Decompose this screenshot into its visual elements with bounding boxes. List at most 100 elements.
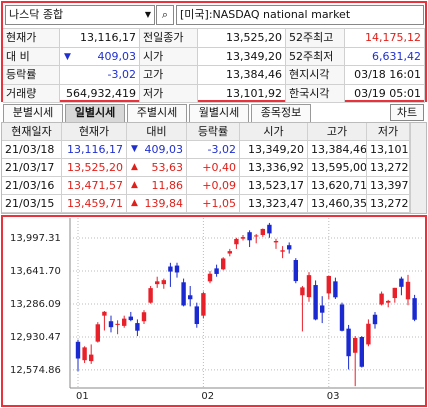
info-label-text: 현지시각 xyxy=(289,68,330,81)
info-label-text: 시가 xyxy=(143,49,164,63)
info-value: 03/19 05:01 xyxy=(345,84,425,103)
table-cell: ▲ 139,84 xyxy=(127,195,187,213)
info-value-text: 03/19 05:01 xyxy=(354,86,421,100)
table-cell: +1,05 xyxy=(187,195,240,213)
info-label: 거래량 xyxy=(3,84,60,103)
candle-body xyxy=(75,341,81,359)
table-cell-text: +0,09 xyxy=(202,179,236,192)
table-cell: 13,272,69 xyxy=(367,159,410,177)
info-value-text: 409,03 xyxy=(97,49,137,63)
market-name: 나스닥 종합 xyxy=(9,8,64,21)
daily-table: 현재일자 현재가 대비 등락률 시가 고가 저가 21/03/18 13,116,17 ▼ 409,… xyxy=(1,122,427,214)
candle-body xyxy=(201,293,206,316)
table-cell-text: 13,620,71 xyxy=(311,179,367,192)
info-label: 고가 xyxy=(140,66,198,85)
candle-body xyxy=(188,295,193,300)
tab[interactable]: 분별시세 xyxy=(3,104,63,122)
table-cell: 13,116,17 xyxy=(62,141,127,159)
tab[interactable]: 일별시세 xyxy=(65,104,125,122)
y-tick-label: 12,930.47 xyxy=(10,332,61,343)
market-description: [미국]:NASDAQ national market xyxy=(176,5,424,25)
candle-body xyxy=(234,238,239,245)
info-label-text: 대 비 xyxy=(6,49,30,63)
table-cell-text: 13,523,17 xyxy=(248,179,304,192)
tab[interactable]: 월별시세 xyxy=(189,104,249,122)
info-grid: 현재가 13,116,17 전일종가 13,525,20 52주최고 14,175,12 대… xyxy=(3,28,425,103)
info-label-text: 거래량 xyxy=(6,86,37,100)
tab[interactable]: 주별시세 xyxy=(127,104,187,122)
candle-body xyxy=(82,347,87,361)
candle-body xyxy=(260,228,265,235)
search-button[interactable]: ⌕ xyxy=(156,5,174,25)
change-arrow: ▲ xyxy=(131,162,138,172)
candle-body xyxy=(108,321,114,328)
change-arrow: ▼ xyxy=(131,144,138,154)
info-value-text: 14,175,12 xyxy=(365,31,421,44)
tab[interactable]: 종목정보 xyxy=(251,104,311,122)
info-value: -3,02 xyxy=(60,66,140,85)
candle-body xyxy=(293,260,298,282)
candle-body xyxy=(300,287,305,296)
table-header: 대비 xyxy=(127,123,187,141)
info-value: ▼ 409,03 xyxy=(60,47,140,66)
table-header: 시가 xyxy=(240,123,308,141)
chart-button[interactable]: 차트 xyxy=(390,104,424,121)
table-cell: 21/03/17 xyxy=(2,159,62,177)
info-value-text: 13,384,46 xyxy=(226,68,282,81)
candle-body xyxy=(353,337,358,353)
table-cell-text: 13,471,57 xyxy=(67,179,123,192)
table-cell: 13,349,20 xyxy=(240,141,308,159)
quote-panel: 나스닥 종합 ▼ ⌕ [미국]:NASDAQ national market 현재… xyxy=(1,1,427,103)
candle-body xyxy=(320,305,325,313)
table-cell-text: 13,460,35 xyxy=(311,197,367,210)
y-tick-label: 13,286.09 xyxy=(10,299,61,310)
change-arrow: ▲ xyxy=(131,180,138,190)
candle-body xyxy=(207,273,213,282)
info-label: 한국시각 xyxy=(286,84,345,103)
candle-body xyxy=(392,287,397,299)
info-label-text: 현재가 xyxy=(6,31,37,44)
info-label: 현재가 xyxy=(3,29,60,48)
candle-body xyxy=(346,328,351,357)
scrollbar[interactable] xyxy=(410,123,426,213)
candle-body xyxy=(155,281,160,285)
info-value: 03/18 16:01 xyxy=(345,66,425,85)
table-cell: 13,101,92 xyxy=(367,141,410,159)
candle-body xyxy=(359,336,364,367)
candle-body xyxy=(372,314,378,325)
market-select[interactable]: 나스닥 종합 ▼ xyxy=(5,5,155,25)
info-label: 52주최고 xyxy=(286,29,345,48)
table-header: 현재일자 xyxy=(2,123,62,141)
table-cell-text: 13,459,71 xyxy=(67,197,123,210)
table-cell: 13,459,71 xyxy=(62,195,127,213)
candle-body xyxy=(148,288,153,303)
info-label-text: 한국시각 xyxy=(289,86,330,100)
info-value-text: 564,932,419 xyxy=(66,86,136,100)
table-cell-text: 13,595,00 xyxy=(311,161,367,174)
candle-body xyxy=(227,251,232,254)
info-label: 52주최저 xyxy=(286,47,345,66)
table-cell-text: 11,86 xyxy=(151,179,184,192)
candle-body xyxy=(254,235,259,237)
table-cell: 13,384,46 xyxy=(308,141,367,159)
info-label: 현지시각 xyxy=(286,66,345,85)
table-cell-text: 53,63 xyxy=(151,161,184,174)
info-label-text: 등락률 xyxy=(6,68,37,81)
table-cell-text: 409,03 xyxy=(144,143,184,156)
table-cell-text: 21/03/17 xyxy=(5,161,55,174)
candle-body xyxy=(399,278,404,287)
table-cell-text: 13,272,50 xyxy=(370,197,409,210)
candle-body xyxy=(366,323,371,345)
info-value-text: -3,02 xyxy=(107,68,136,81)
table-cell-text: -3,02 xyxy=(207,143,236,156)
info-value-text: 13,101,92 xyxy=(226,86,282,100)
table-header: 저가 xyxy=(367,123,410,141)
info-value: 564,932,419 xyxy=(60,84,140,103)
table-cell: ▲ 11,86 xyxy=(127,177,187,195)
table-cell-text: 13,349,20 xyxy=(248,143,304,156)
info-value-text: 03/18 16:01 xyxy=(354,68,421,81)
candle-body xyxy=(122,318,127,326)
table-cell-text: 13,116,17 xyxy=(67,143,123,156)
candle-body xyxy=(221,258,226,270)
